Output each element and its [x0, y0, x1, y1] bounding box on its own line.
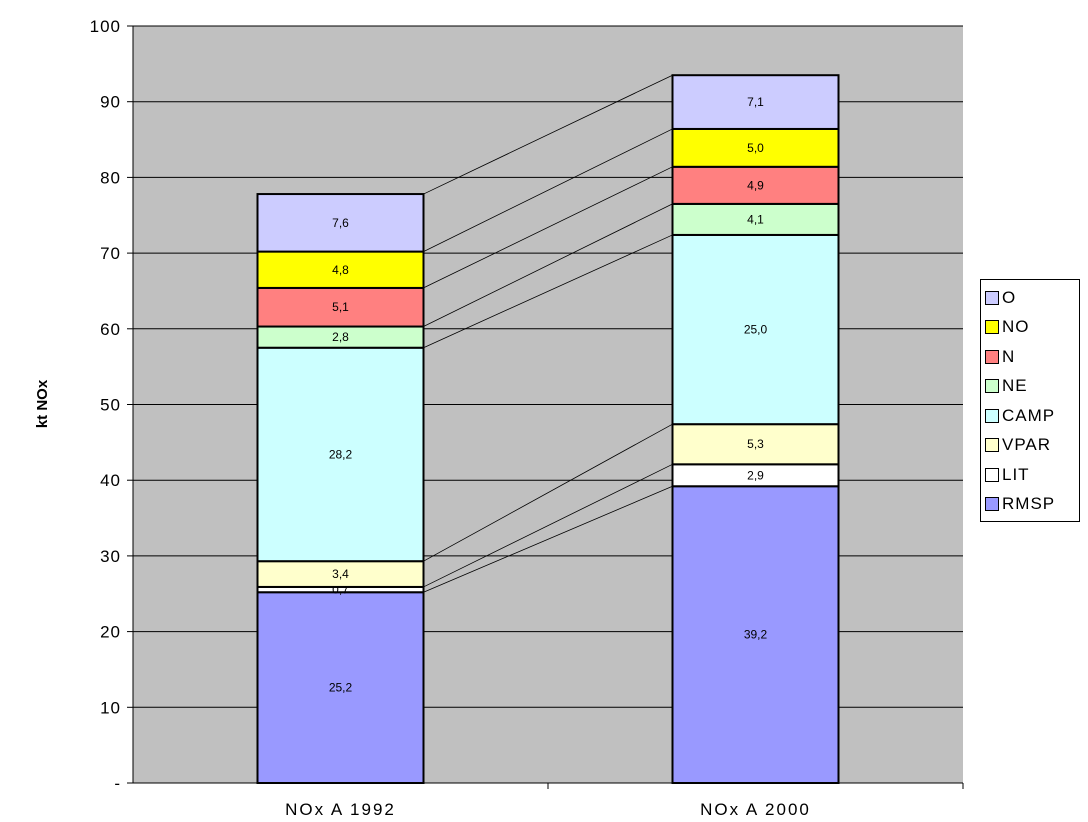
legend-swatch — [985, 349, 999, 364]
legend: O NO N NE CAMP VPAR LIT RMSP — [980, 279, 1080, 522]
series-connector-line — [423, 485, 673, 593]
data-label: 25,2 — [329, 681, 353, 695]
legend-item: NE — [985, 372, 1079, 402]
y-tick-label: 60 — [100, 320, 121, 339]
bar-vpar — [256, 560, 425, 588]
legend-item: VPAR — [985, 431, 1079, 461]
data-label: 5,1 — [332, 300, 349, 314]
legend-label: LIT — [1002, 464, 1030, 484]
bar-n — [256, 286, 425, 328]
y-tick-label: 30 — [100, 547, 121, 566]
y-tick-label: 50 — [100, 396, 121, 415]
data-label: 39,2 — [744, 628, 768, 642]
bar-no — [256, 250, 425, 289]
legend-label: NE — [1002, 376, 1028, 396]
bar-ne — [671, 202, 840, 236]
data-label: 5,3 — [747, 437, 764, 451]
legend-swatch — [985, 408, 999, 423]
bar-o — [671, 74, 840, 130]
legend-swatch — [985, 379, 999, 394]
bar-no — [671, 127, 840, 168]
bar-vpar — [671, 423, 840, 466]
bar-camp — [256, 346, 425, 563]
legend-swatch — [985, 438, 999, 453]
x-category-labels: NOx A 1992 NOx A 2000 — [285, 800, 811, 819]
data-label: 2,9 — [747, 468, 764, 482]
legend-item: NO — [985, 313, 1079, 343]
y-tick-label: - — [114, 774, 121, 793]
legend-label: NO — [1002, 317, 1030, 337]
legend-label: O — [1002, 287, 1017, 307]
bar-rmsp — [256, 591, 425, 785]
legend-label: N — [1002, 346, 1016, 366]
data-label: 4,9 — [747, 178, 764, 192]
series-connectors — [423, 74, 673, 593]
legend-item: CAMP — [985, 401, 1079, 431]
legend-item: N — [985, 342, 1079, 372]
x-category-label: NOx A 2000 — [700, 800, 811, 819]
legend-swatch — [985, 290, 999, 305]
legend-label: RMSP — [1002, 494, 1056, 514]
series-connector-line — [423, 234, 673, 349]
data-label: 28,2 — [329, 447, 353, 461]
y-tick-label: 40 — [100, 471, 121, 490]
data-label: 2,8 — [332, 330, 349, 344]
y-tick-label: 10 — [100, 698, 121, 717]
y-tick-label: 90 — [100, 93, 121, 112]
series-connector-line — [423, 128, 673, 252]
y-axis-label: kt NOx — [34, 379, 51, 428]
legend-swatch — [985, 497, 999, 512]
bar-camp — [671, 233, 840, 426]
series-connector-line — [423, 423, 673, 562]
series-connector-line — [423, 166, 673, 289]
legend-label: VPAR — [1002, 435, 1052, 455]
legend-swatch — [985, 467, 999, 482]
legend-item: RMSP — [985, 490, 1079, 520]
legend-label: CAMP — [1002, 405, 1056, 425]
legend-swatch — [985, 320, 999, 335]
data-label: 7,6 — [332, 216, 349, 230]
bar-o — [256, 193, 425, 253]
y-tick-label: 20 — [100, 623, 121, 642]
series-connector-line — [423, 74, 673, 195]
y-tick-label: 70 — [100, 244, 121, 263]
bars: 25,239,20,72,93,45,328,225,02,84,15,14,9… — [256, 74, 840, 785]
data-label: 25,0 — [744, 323, 768, 337]
data-label: 3,4 — [332, 567, 349, 581]
legend-item: LIT — [985, 460, 1079, 490]
y-tick-label: 80 — [100, 168, 121, 187]
data-label: 7,1 — [747, 95, 764, 109]
series-connector-line — [423, 463, 673, 588]
legend-item: O — [985, 283, 1079, 313]
y-tick-labels: - 10 20 30 40 50 60 70 80 90 100 — [90, 17, 121, 793]
bar-rmsp — [671, 485, 840, 784]
y-tick-label: 100 — [90, 17, 121, 36]
data-label: 4,1 — [747, 212, 764, 226]
series-connector-line — [423, 203, 673, 327]
x-category-label: NOx A 1992 — [285, 800, 396, 819]
data-label: 5,0 — [747, 141, 764, 155]
data-label: 4,8 — [332, 263, 349, 277]
